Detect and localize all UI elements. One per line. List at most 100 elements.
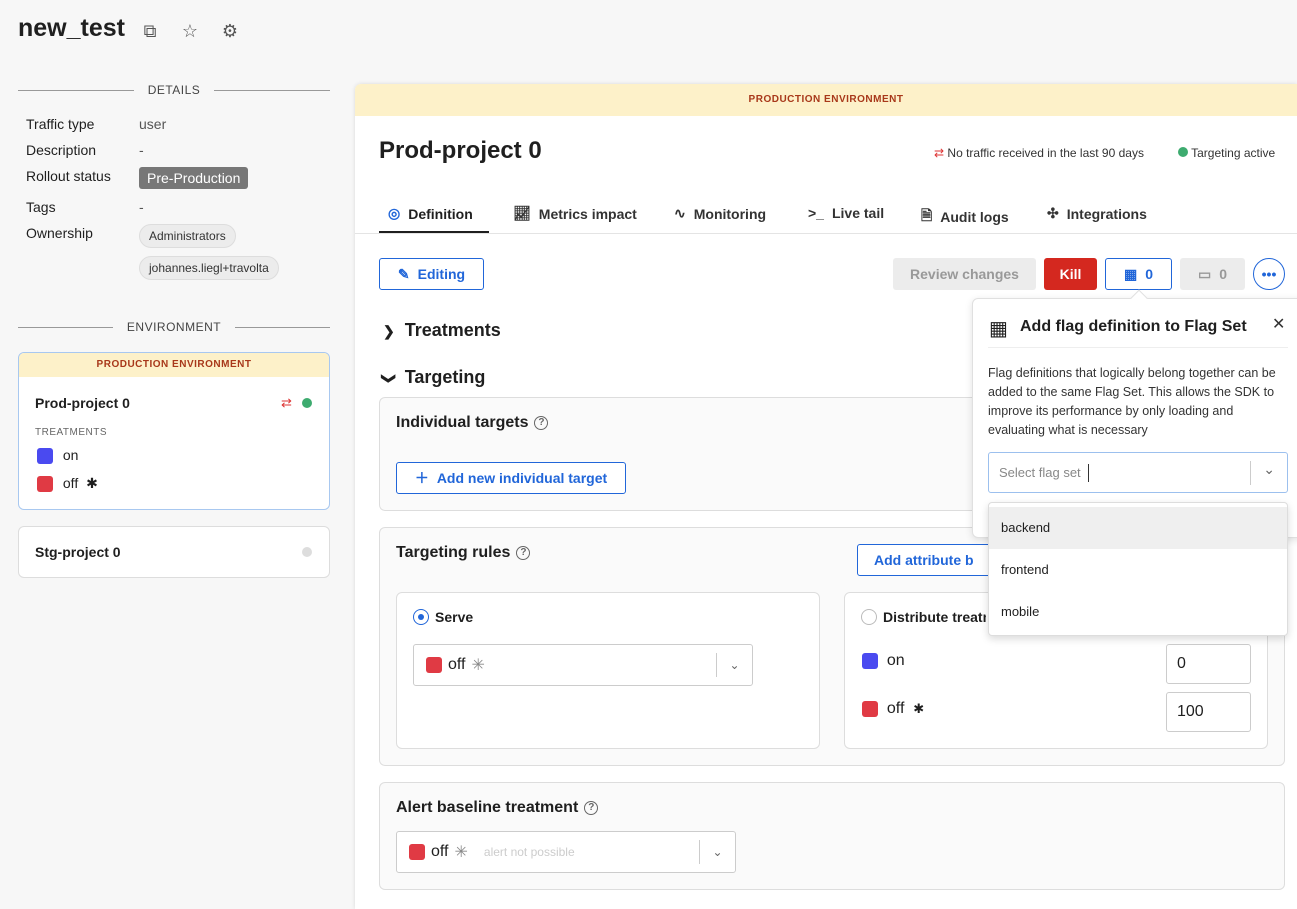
chevron-down-icon: ⌄	[699, 840, 735, 864]
dist-treatment-name: on	[886, 652, 905, 669]
flag-set-options: backend frontend mobile	[988, 502, 1288, 636]
rollout-status-label: Rollout status	[26, 168, 111, 184]
grid-icon: ▦	[1123, 265, 1138, 282]
flag-set-select[interactable]: Select flag set ⌄	[988, 452, 1288, 493]
env-name: Stg-project 0	[35, 544, 121, 560]
distribute-radio[interactable]: Distribute treatm	[861, 609, 986, 625]
chevron-down-icon: ⌄	[1263, 461, 1275, 477]
pencil-icon: ✎	[397, 265, 410, 282]
no-traffic-icon: ⇄	[934, 146, 945, 160]
env-card-prod[interactable]: PRODUCTION ENVIRONMENT Prod-project 0 ⇄ …	[18, 352, 330, 510]
flag-sets-button[interactable]: ▦ 0	[1105, 258, 1172, 290]
alert-baseline-select[interactable]: off ✳ alert not possible ⌄	[396, 831, 736, 873]
popover-divider	[988, 347, 1288, 348]
env-banner: PRODUCTION ENVIRONMENT	[355, 84, 1297, 116]
active-status-dot	[302, 398, 312, 408]
serve-treatment-select[interactable]: off ✳ ⌄	[413, 644, 753, 686]
add-individual-target-button[interactable]: ＋ Add new individual target	[396, 462, 626, 494]
environment-heading: ENVIRONMENT	[18, 320, 330, 334]
owner-chip: johannes.liegl+travolta	[139, 256, 279, 280]
chevron-right-icon: ❯	[383, 323, 395, 339]
tab-monitoring[interactable]: ∿ Monitoring	[674, 205, 767, 222]
chevron-down-icon: ⌄	[716, 653, 752, 677]
plus-icon: ＋	[414, 470, 429, 486]
asterisk-icon: ✳	[471, 657, 485, 674]
treatments-section[interactable]: ❯ Treatments	[383, 320, 501, 340]
tags-value: -	[139, 199, 144, 215]
ownership-label: Ownership	[26, 225, 93, 241]
treatments-label: TREATMENTS	[35, 427, 108, 438]
asterisk-icon: ✳	[454, 844, 468, 861]
tab-audit-logs[interactable]: 🗎︎ Audit logs	[921, 205, 1009, 229]
serve-radio[interactable]: Serve	[413, 609, 473, 625]
dist-off-input[interactable]: 100	[1166, 692, 1251, 732]
no-traffic-icon: ⇄	[281, 395, 292, 410]
calendar-icon: ▭	[1197, 265, 1212, 282]
document-search-icon: 🗎︎	[921, 207, 933, 223]
active-status-dot	[1178, 147, 1188, 157]
dist-treatment-name: off	[886, 700, 905, 717]
review-changes-button[interactable]: Review changes	[893, 258, 1036, 290]
popover-title: Add flag definition to Flag Set	[1020, 318, 1247, 335]
text-cursor	[1088, 464, 1089, 482]
description-value: -	[139, 142, 144, 158]
page-title: new_test	[18, 14, 125, 42]
traffic-type-value: user	[139, 116, 167, 132]
target-icon: ◎	[388, 205, 401, 221]
targeting-status: Targeting active	[1191, 146, 1276, 160]
pulse-icon: ∿	[674, 205, 686, 221]
active-tab-indicator	[379, 231, 489, 233]
help-icon[interactable]: ?	[534, 415, 549, 430]
description-label: Description	[26, 142, 97, 158]
tab-integrations[interactable]: ✣ Integrations	[1047, 205, 1147, 222]
traffic-type-label: Traffic type	[26, 116, 95, 132]
dist-on-input[interactable]: 0	[1166, 644, 1251, 684]
puzzle-icon: ✣	[1047, 205, 1059, 221]
tab-live-tail[interactable]: >_ Live tail	[808, 205, 885, 221]
select-placeholder: Select flag set	[999, 465, 1081, 480]
help-icon[interactable]: ?	[584, 800, 599, 815]
treatment-name: on	[62, 447, 79, 463]
copy-icon[interactable]: ⧉	[143, 21, 157, 41]
editing-button[interactable]: ✎ Editing	[379, 258, 484, 290]
default-asterisk-icon: ✱	[86, 475, 98, 491]
details-heading: DETAILS	[18, 83, 330, 97]
star-icon[interactable]: ☆	[181, 21, 199, 41]
treatment-swatch	[37, 476, 53, 493]
chevron-down-icon: ❯	[381, 372, 398, 385]
tab-metrics-impact[interactable]: 📈︎ Metrics impact	[513, 205, 637, 222]
tags-label: Tags	[26, 199, 56, 215]
traffic-status: No traffic received in the last 90 days	[947, 146, 1144, 160]
environment-title: Prod-project 0	[379, 137, 542, 164]
chart-icon: 📈︎	[513, 205, 531, 221]
env-banner: PRODUCTION ENVIRONMENT	[19, 353, 329, 377]
asterisk-icon: ✱	[913, 701, 925, 716]
option-backend[interactable]: backend	[989, 507, 1287, 549]
kill-button[interactable]: Kill	[1044, 258, 1097, 290]
add-attribute-button[interactable]: Add attribute b	[857, 544, 997, 576]
tab-definition[interactable]: ◎ Definition	[388, 205, 473, 222]
gear-icon[interactable]: ⚙	[221, 21, 239, 41]
rollout-status-badge: Pre-Production	[139, 167, 249, 189]
env-card-stg[interactable]: Stg-project 0	[18, 526, 330, 578]
treatment-swatch	[37, 448, 53, 465]
option-frontend[interactable]: frontend	[1001, 562, 1049, 577]
flag-set-popover	[972, 298, 1297, 538]
grid-icon: ▦	[989, 318, 1008, 340]
schedule-button[interactable]: ▭ 0	[1180, 258, 1245, 290]
targeting-section[interactable]: ❯ Targeting	[381, 367, 486, 387]
help-icon[interactable]: ?	[516, 545, 531, 560]
treatment-name: off	[62, 475, 79, 491]
alert-baseline-title: Alert baseline treatment?	[396, 799, 599, 817]
terminal-icon: >_	[808, 205, 824, 221]
more-options-button[interactable]: •••	[1253, 258, 1285, 290]
env-name: Prod-project 0	[35, 395, 130, 411]
tabs-divider	[355, 233, 1297, 234]
targeting-rules-title: Targeting rules?	[396, 544, 531, 562]
owner-chip: Administrators	[139, 224, 236, 248]
close-icon[interactable]: ✕	[1272, 316, 1286, 333]
option-mobile[interactable]: mobile	[1001, 604, 1040, 619]
individual-targets-title: Individual targets?	[396, 414, 549, 432]
popover-description: Flag definitions that logically belong t…	[988, 366, 1276, 437]
inactive-status-dot	[302, 547, 312, 557]
